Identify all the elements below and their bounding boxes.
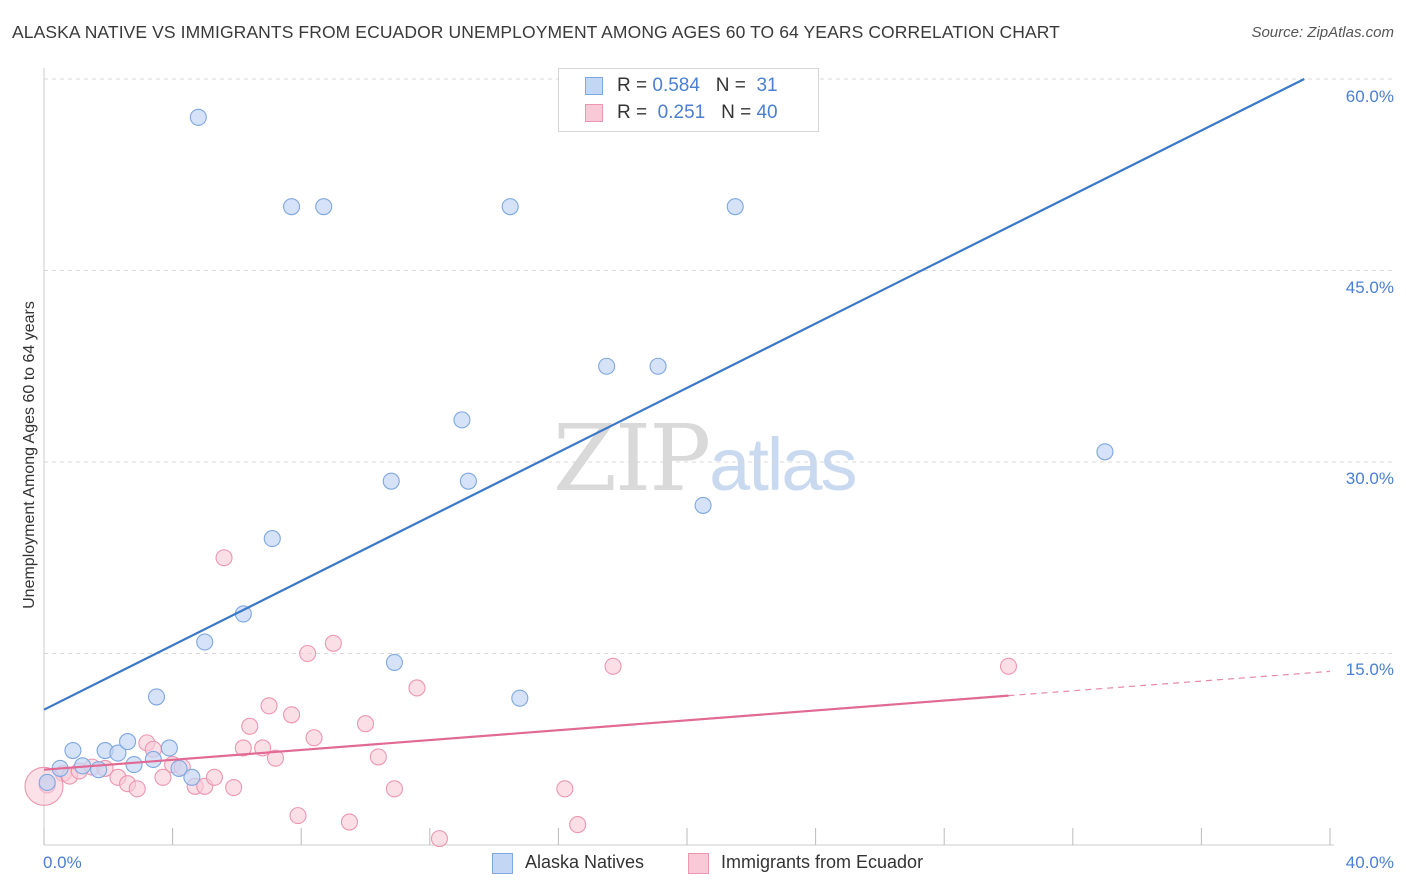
legend-r-value-2: 0.251: [657, 102, 706, 123]
grid-lines: [44, 78, 1392, 654]
data-point-ecuador: [324, 634, 342, 652]
data-point-ecuador: [430, 830, 448, 848]
data-point-alaska: [382, 472, 400, 490]
data-point-ecuador: [154, 768, 172, 786]
data-point-alaska: [147, 688, 166, 706]
trend-line-alaska-natives: [43, 78, 1305, 711]
data-point-alaska: [283, 198, 301, 216]
data-point-alaska: [196, 633, 214, 651]
data-point-alaska: [109, 744, 127, 762]
data-point-alaska: [694, 496, 712, 514]
data-point-ecuador: [234, 739, 252, 757]
bottom-legend-label-alaska-natives: Alaska Natives: [525, 852, 645, 872]
data-point-alaska: [459, 472, 477, 490]
source-label: Source: ZipAtlas.com: [1251, 24, 1394, 41]
legend-swatch-blue: [585, 77, 603, 95]
data-point-alaska: [315, 198, 333, 216]
data-point-ecuador: [283, 706, 301, 724]
data-point-ecuador: [299, 644, 317, 663]
data-point-ecuador: [604, 657, 622, 675]
data-point-ecuador: [215, 549, 233, 567]
data-point-ecuador: [385, 780, 403, 798]
legend-n-label: N =: [721, 102, 752, 123]
watermark-zip: ZIP: [553, 405, 711, 512]
data-point-alaska: [160, 739, 178, 757]
legend-n-value-2: 40: [756, 102, 778, 123]
data-point-ecuador: [266, 749, 285, 767]
y-tick-label-45: 45.0%: [1345, 278, 1394, 297]
watermark-atlas: atlas: [709, 423, 857, 506]
data-point-alaska: [144, 750, 162, 769]
trend-line-immigrants-from-ecuador: [43, 694, 1009, 771]
data-point-alaska: [385, 653, 403, 671]
data-point-ecuador: [205, 768, 223, 786]
bottom-legend-label-immigrants-from-ecuador: Immigrants from Ecuador: [721, 852, 924, 872]
data-point-ecuador: [408, 679, 426, 697]
y-tick-label-60: 60.0%: [1345, 87, 1394, 106]
data-point-ecuador: [128, 780, 146, 798]
data-point-alaska: [1096, 443, 1114, 461]
trend-lines: [43, 78, 1331, 771]
data-point-ecuador: [369, 748, 387, 766]
data-point-ecuador: [340, 813, 358, 831]
data-point-ecuador: [260, 697, 278, 715]
data-point-alaska: [189, 108, 207, 126]
legend: R = 0.584 N = 31 R = 0.251 N = 40: [558, 68, 819, 132]
data-point-ecuador: [556, 780, 574, 798]
data-point-ecuador: [305, 729, 323, 747]
data-point-ecuador: [356, 715, 375, 733]
data-point-ecuador: [289, 807, 307, 825]
data-point-ecuador: [999, 657, 1018, 675]
watermark: ZIPatlas: [553, 405, 857, 512]
data-point-alaska: [183, 768, 201, 786]
x-tick-label-min: 0.0%: [43, 853, 82, 872]
series-alaska-natives: [38, 108, 1114, 791]
legend-n-value-1: 31: [756, 75, 778, 96]
data-point-alaska: [263, 530, 281, 548]
y-axis-label: Unemployment Among Ages 60 to 64 years: [21, 301, 38, 609]
y-tick-label-30: 30.0%: [1345, 469, 1394, 488]
legend-r-value-1: 0.584: [652, 75, 700, 96]
x-tick-label-max: 40.0%: [1345, 853, 1394, 872]
data-point-alaska: [119, 733, 137, 751]
y-tick-label-15: 15.0%: [1345, 660, 1394, 679]
legend-r-label: R =: [617, 75, 648, 96]
data-point-alaska: [453, 411, 471, 429]
data-point-ecuador: [569, 816, 587, 834]
axes: [43, 68, 1334, 846]
data-point-ecuador: [225, 778, 243, 797]
legend-r-label: R =: [617, 102, 648, 123]
data-point-ecuador: [241, 717, 259, 735]
data-point-alaska: [511, 689, 529, 707]
bottom-legend-swatch-blue: [492, 853, 513, 874]
trend-line-ecuador-extension: [1008, 670, 1331, 697]
data-point-alaska: [125, 756, 143, 774]
chart-title: ALASKA NATIVE VS IMMIGRANTS FROM ECUADOR…: [12, 22, 1060, 42]
data-point-alaska: [38, 773, 56, 791]
legend-swatch-pink: [585, 104, 603, 122]
data-point-alaska: [726, 198, 744, 216]
legend-n-label: N =: [715, 75, 746, 96]
bottom-legend-swatch-pink: [688, 853, 709, 874]
data-point-alaska: [649, 357, 667, 375]
data-point-alaska: [501, 198, 519, 216]
data-point-alaska: [64, 741, 82, 760]
data-point-alaska: [598, 357, 616, 375]
